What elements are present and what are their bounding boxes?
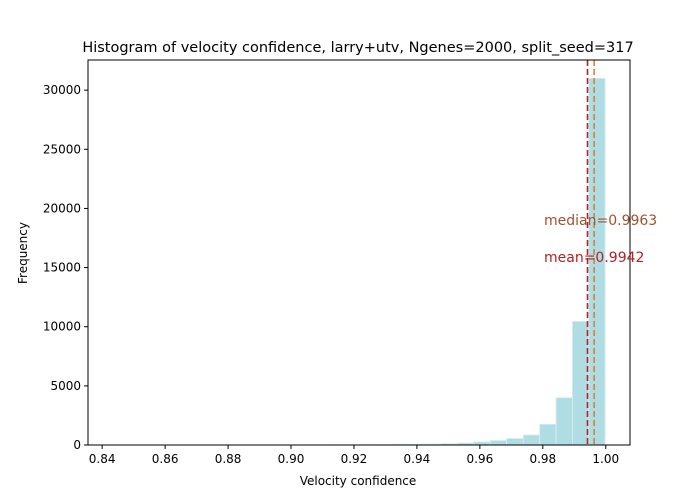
y-tick-label: 5000 <box>50 379 81 393</box>
y-tick-label: 30000 <box>43 83 81 97</box>
reference-lines <box>586 60 595 445</box>
y-axis: 0 5000 10000 15000 20000 25000 30000 <box>43 83 88 452</box>
y-tick-label: 20000 <box>43 201 81 215</box>
x-axis-label: Velocity confidence <box>300 474 417 488</box>
mean-annotation: mean=0.9942 <box>544 250 644 266</box>
x-tick-label: 0.92 <box>341 452 368 466</box>
x-tick-label: 0.86 <box>152 452 179 466</box>
chart-title: Histogram of velocity confidence, larry+… <box>82 40 633 56</box>
x-tick-label: 0.98 <box>529 452 556 466</box>
histogram-bar <box>572 320 590 446</box>
histogram-bar <box>489 440 508 446</box>
x-tick-label: 0.90 <box>278 452 305 466</box>
plot-frame <box>87 59 631 446</box>
x-tick-label: 0.96 <box>467 452 494 466</box>
x-tick-label: 1.00 <box>592 452 619 466</box>
histogram-bars <box>112 77 606 446</box>
x-tick-label: 0.88 <box>215 452 242 466</box>
x-axis: 0.84 0.86 0.88 0.90 0.92 0.94 0.96 0.98 1.00 <box>89 445 619 466</box>
x-tick-label: 0.84 <box>89 452 116 466</box>
median-annotation: median=0.9963 <box>544 213 657 229</box>
histogram-bar <box>555 397 573 446</box>
y-tick-label: 15000 <box>43 261 81 275</box>
y-axis-label: Frequency <box>16 222 30 284</box>
y-tick-label: 10000 <box>43 320 81 334</box>
y-tick-label: 25000 <box>43 142 81 156</box>
histogram-bar <box>522 434 541 446</box>
x-tick-label: 0.94 <box>404 452 431 466</box>
histogram-bar <box>539 423 557 446</box>
y-tick-label: 0 <box>73 438 81 452</box>
histogram-bar <box>506 438 524 446</box>
